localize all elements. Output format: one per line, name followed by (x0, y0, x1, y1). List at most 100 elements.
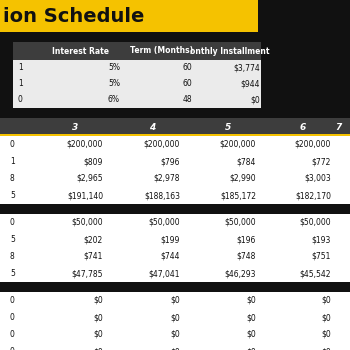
Text: 0: 0 (10, 218, 15, 227)
Text: 6: 6 (300, 122, 306, 132)
Bar (0, 0, 258, 32)
Text: $0: $0 (321, 296, 331, 305)
Bar (0, 32, 350, 42)
Bar (0, 134, 350, 136)
Text: 5: 5 (10, 235, 15, 244)
Text: Term (Months): Term (Months) (131, 47, 194, 56)
Text: $200,000: $200,000 (220, 140, 256, 149)
Text: $199: $199 (161, 235, 180, 244)
Text: $200,000: $200,000 (295, 140, 331, 149)
Text: $2,990: $2,990 (229, 174, 256, 183)
Text: $0: $0 (93, 313, 103, 322)
Bar (0, 118, 350, 136)
Text: 1: 1 (18, 79, 23, 89)
Bar (0, 214, 350, 231)
Text: 1: 1 (18, 63, 23, 72)
Text: $0: $0 (170, 330, 180, 339)
Text: $50,000: $50,000 (148, 218, 180, 227)
Text: $200,000: $200,000 (66, 140, 103, 149)
Text: 0: 0 (10, 296, 15, 305)
Text: 6%: 6% (108, 96, 120, 105)
Text: $772: $772 (312, 157, 331, 166)
Text: 8: 8 (10, 174, 15, 183)
Text: $3,774: $3,774 (233, 63, 260, 72)
Text: 0: 0 (10, 347, 15, 350)
Text: 5: 5 (225, 122, 231, 132)
Text: $0: $0 (246, 296, 256, 305)
Text: ion Schedule: ion Schedule (3, 7, 144, 26)
Text: $47,041: $47,041 (148, 269, 180, 278)
Text: 60: 60 (182, 63, 192, 72)
Bar (258, 0, 350, 32)
Bar (0, 204, 350, 214)
Bar (0, 231, 350, 248)
Text: $0: $0 (321, 347, 331, 350)
Text: $784: $784 (237, 157, 256, 166)
Bar (0, 108, 350, 118)
Text: $0: $0 (170, 347, 180, 350)
Text: $0: $0 (321, 313, 331, 322)
Text: $47,785: $47,785 (71, 269, 103, 278)
Text: 0: 0 (10, 140, 15, 149)
Text: $2,965: $2,965 (76, 174, 103, 183)
Text: 8: 8 (10, 252, 15, 261)
Text: 7: 7 (335, 122, 341, 132)
Text: $744: $744 (161, 252, 180, 261)
Bar (0, 153, 350, 170)
Text: $182,170: $182,170 (295, 191, 331, 200)
Bar (0, 248, 350, 265)
Bar (13, 92, 261, 108)
Text: Interest Rate: Interest Rate (51, 47, 108, 56)
Text: $200,000: $200,000 (144, 140, 180, 149)
Text: 0: 0 (10, 313, 15, 322)
Text: $45,542: $45,542 (300, 269, 331, 278)
Text: $50,000: $50,000 (299, 218, 331, 227)
Text: $0: $0 (93, 330, 103, 339)
Text: 5: 5 (10, 191, 15, 200)
Text: $0: $0 (321, 330, 331, 339)
Text: $50,000: $50,000 (224, 218, 256, 227)
Text: $741: $741 (84, 252, 103, 261)
Bar (13, 76, 261, 92)
Text: 1: 1 (10, 157, 15, 166)
Bar (13, 60, 261, 76)
Text: $50,000: $50,000 (71, 218, 103, 227)
Text: $185,172: $185,172 (220, 191, 256, 200)
Bar (0, 170, 350, 187)
Bar (0, 282, 350, 292)
Bar (0, 187, 350, 204)
Text: $46,293: $46,293 (224, 269, 256, 278)
Bar (0, 326, 350, 343)
Text: 60: 60 (182, 79, 192, 89)
Text: 4: 4 (149, 122, 155, 132)
Text: $0: $0 (250, 96, 260, 105)
Text: onthly Installment: onthly Installment (190, 47, 270, 56)
Bar (13, 42, 261, 60)
Bar (0, 265, 350, 282)
Text: $193: $193 (312, 235, 331, 244)
Text: $0: $0 (170, 296, 180, 305)
Text: $188,163: $188,163 (144, 191, 180, 200)
Bar (0, 136, 350, 153)
Text: $191,140: $191,140 (67, 191, 103, 200)
Text: $0: $0 (93, 347, 103, 350)
Text: $0: $0 (246, 347, 256, 350)
Text: 5%: 5% (108, 79, 120, 89)
Text: $0: $0 (246, 313, 256, 322)
Text: 5%: 5% (108, 63, 120, 72)
Text: $944: $944 (240, 79, 260, 89)
Text: $202: $202 (84, 235, 103, 244)
Text: $0: $0 (170, 313, 180, 322)
Bar (0, 343, 350, 350)
Text: $796: $796 (161, 157, 180, 166)
Bar (0, 309, 350, 326)
Text: $809: $809 (84, 157, 103, 166)
Text: $196: $196 (237, 235, 256, 244)
Text: $0: $0 (93, 296, 103, 305)
Text: 48: 48 (182, 96, 192, 105)
Text: 0: 0 (18, 96, 23, 105)
Text: $2,978: $2,978 (154, 174, 180, 183)
Bar (0, 292, 350, 309)
Text: $0: $0 (246, 330, 256, 339)
Text: $3,003: $3,003 (304, 174, 331, 183)
